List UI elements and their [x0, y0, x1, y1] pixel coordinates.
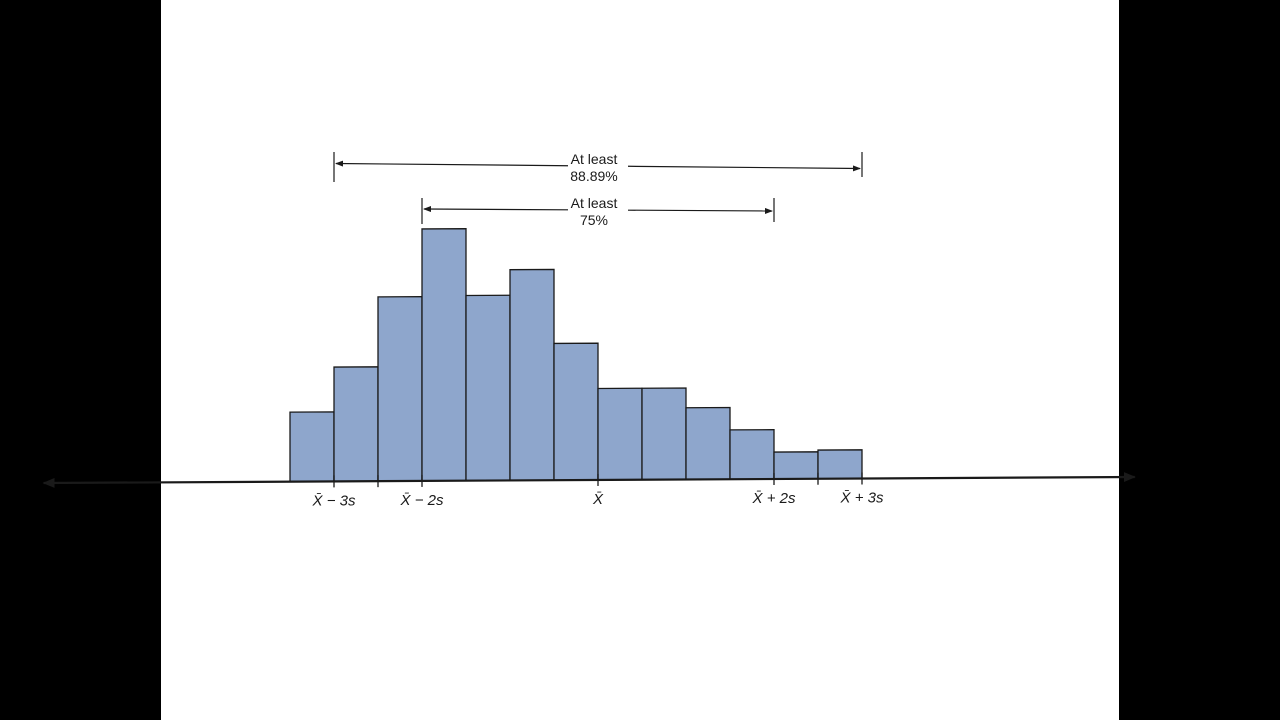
histogram-bar [773, 451, 819, 480]
histogram-bar [465, 294, 511, 482]
histogram-bar [421, 228, 467, 482]
histogram-bar [377, 295, 423, 482]
histogram-bar [685, 406, 731, 481]
x-axis-tick-label: X̄ + 3s [840, 490, 884, 507]
histogram-bar [641, 387, 687, 481]
x-axis-tick-label: X̄ [592, 491, 604, 508]
histogram-bar [729, 429, 775, 480]
histogram-bar [553, 342, 599, 481]
histogram-bar [333, 366, 379, 483]
x-axis-tick-label: X̄ + 2s [752, 490, 796, 507]
range-arrow-right [627, 165, 861, 172]
range-arrow-left [335, 160, 569, 167]
tick-labels-group: X̄ − 3s X̄ − 2s X̄ X̄ + 2s X̄ + 3s [312, 490, 884, 510]
range-label-line2: 75% [580, 212, 608, 228]
range-label-line2: 88.89% [570, 168, 617, 184]
histogram-bar [509, 268, 555, 482]
x-axis-group [42, 472, 1136, 488]
histogram-bar [817, 449, 863, 480]
slide-background [161, 0, 1119, 720]
x-axis-line [42, 472, 1136, 488]
range-arrow-right [627, 207, 773, 214]
range-label-line1: At least [571, 151, 618, 167]
range-label-line1: At least [571, 195, 618, 211]
bars-group [289, 228, 863, 483]
range-arrow-left [423, 206, 569, 213]
histogram-bar [597, 387, 643, 481]
x-axis-tick-label: X̄ − 2s [400, 492, 444, 509]
x-axis-tick-label: X̄ − 3s [312, 492, 356, 509]
ticks-group [333, 472, 863, 488]
histogram-bar [289, 411, 335, 483]
